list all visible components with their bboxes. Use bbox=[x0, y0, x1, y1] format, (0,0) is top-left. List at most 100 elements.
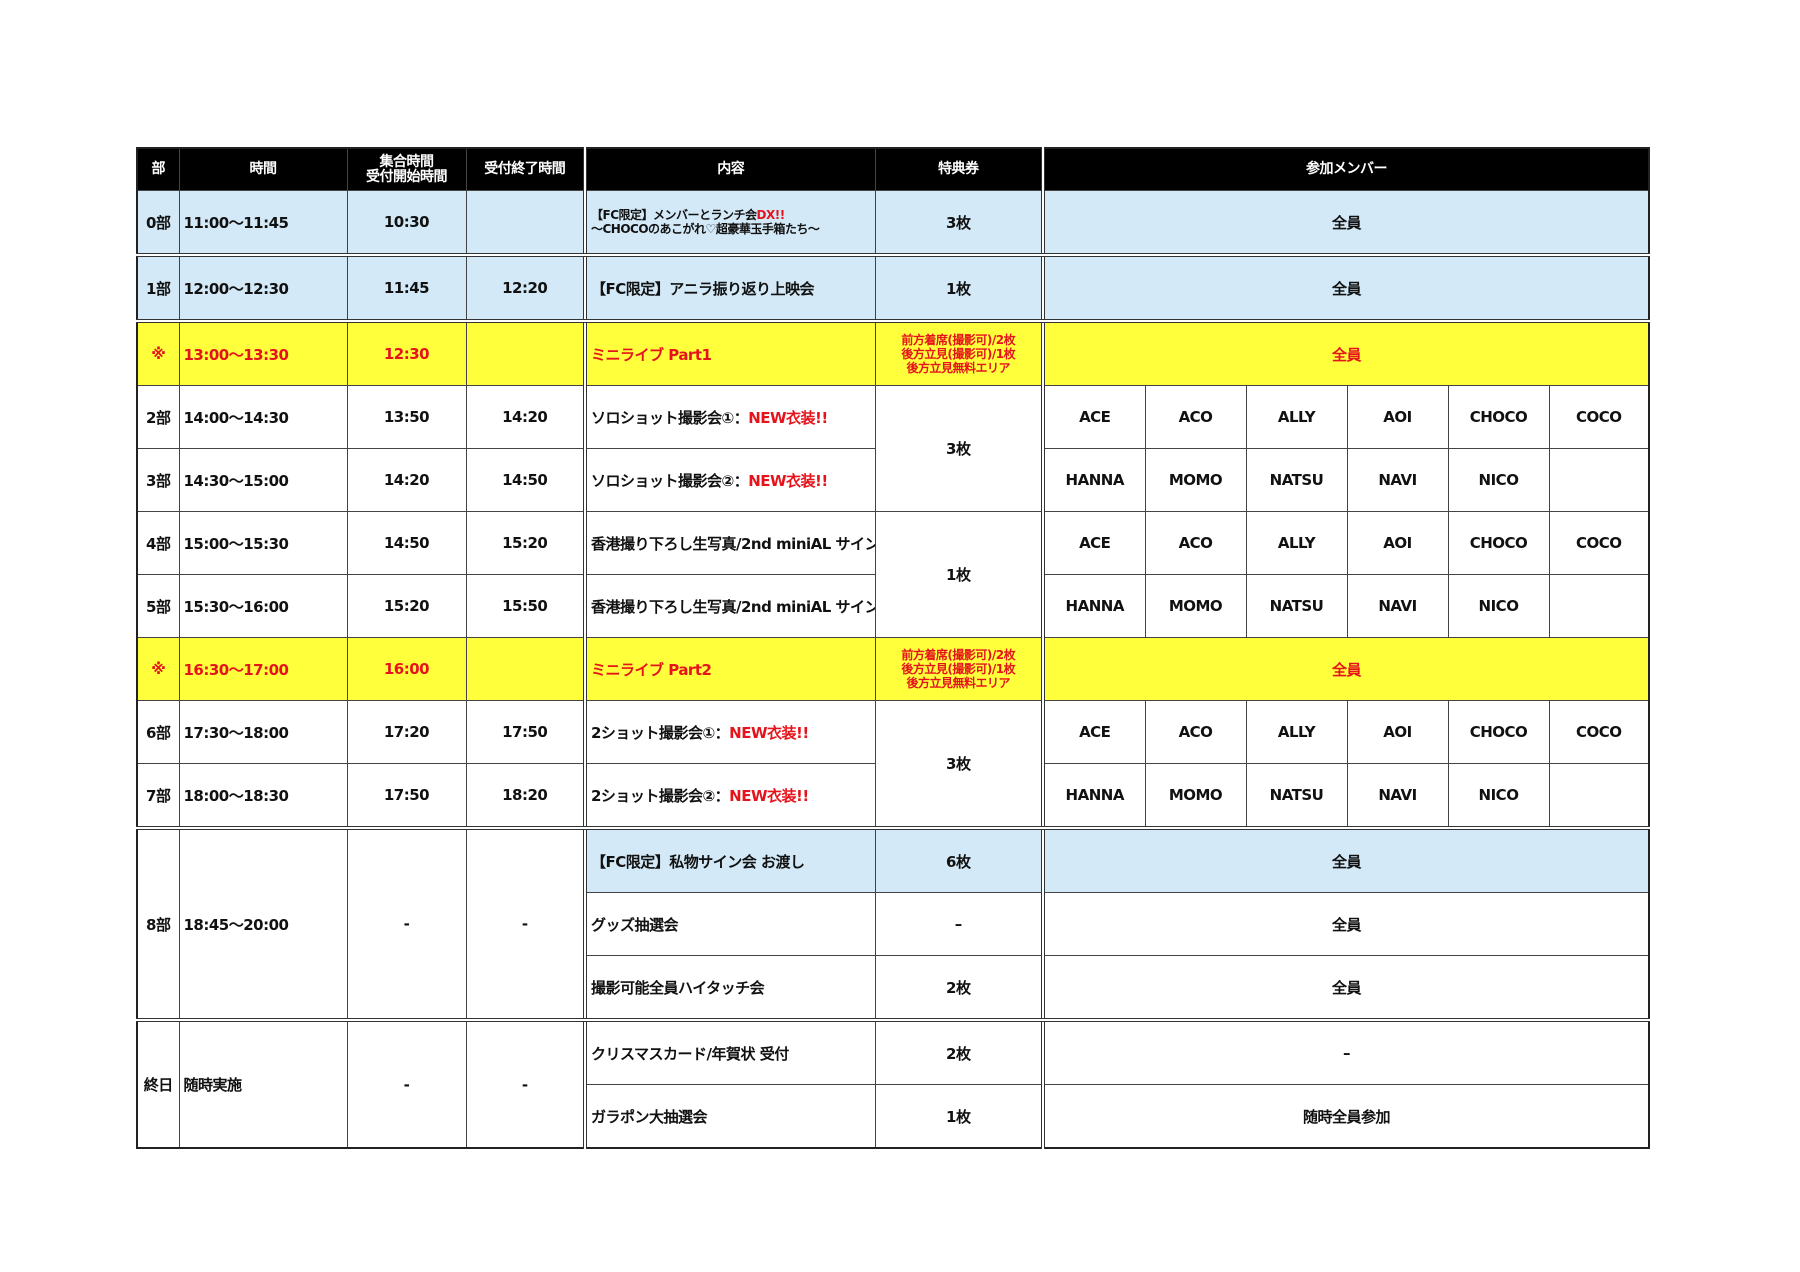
ticket: 1枚 bbox=[874, 511, 1044, 638]
member: CHOCO bbox=[1447, 511, 1550, 575]
member: NAVI bbox=[1346, 448, 1449, 512]
member: NICO bbox=[1447, 763, 1550, 830]
gather: - bbox=[346, 1019, 467, 1149]
member: HANNA bbox=[1041, 448, 1146, 512]
time: 16:30～17:00 bbox=[178, 637, 348, 701]
member: AOI bbox=[1346, 700, 1449, 764]
content: 【FC限定】私物サイン会 お渡し bbox=[583, 827, 876, 893]
table-row: 撮影可能全員ハイタッチ会 2枚 全員 bbox=[137, 955, 1650, 1022]
content-subtitle: ～CHOCOのあこがれ♡超豪華玉手箱たち～ bbox=[591, 222, 820, 236]
bu: 5部 bbox=[136, 574, 180, 638]
table-row: ガラポン大抽選会 1枚 随時全員参加 bbox=[137, 1084, 1650, 1149]
bu: ※ bbox=[136, 637, 180, 701]
ticket-line: 前方着席(撮影可)/2枚 bbox=[901, 333, 1016, 347]
content: 2ショット撮影会②：NEW衣装!! bbox=[583, 763, 876, 830]
member: ALLY bbox=[1245, 511, 1348, 575]
member: COCO bbox=[1548, 385, 1650, 449]
member: MOMO bbox=[1144, 763, 1247, 830]
table-row: 5部 15:30～16:00 15:20 15:50 香港撮り下ろし生写真/2n… bbox=[136, 574, 1650, 638]
header-gather: 集合時間 受付開始時間 bbox=[346, 147, 467, 191]
member: COCO bbox=[1548, 700, 1650, 764]
time: 17:30～18:00 bbox=[178, 700, 348, 764]
content-text: 2ショット撮影会①： bbox=[591, 723, 730, 742]
member: ACE bbox=[1041, 385, 1146, 449]
ticket: – bbox=[874, 892, 1044, 956]
content: クリスマスカード/年賀状 受付 bbox=[583, 1019, 876, 1085]
time: 15:00～15:30 bbox=[178, 511, 348, 575]
member: ACO bbox=[1144, 385, 1247, 449]
member: AOI bbox=[1346, 511, 1449, 575]
bu: 6部 bbox=[136, 700, 180, 764]
content: グッズ抽選会 bbox=[583, 892, 876, 956]
gather: 17:20 bbox=[346, 700, 467, 764]
member-empty bbox=[1548, 574, 1650, 638]
content: 撮影可能全員ハイタッチ会 bbox=[583, 955, 876, 1022]
content-highlight: NEW衣装!! bbox=[748, 408, 828, 427]
content: ソロショット撮影会①：NEW衣装!! bbox=[583, 385, 876, 449]
member: AOI bbox=[1346, 385, 1449, 449]
ticket: 2枚 bbox=[874, 1019, 1044, 1085]
member: HANNA bbox=[1041, 574, 1146, 638]
member: NAVI bbox=[1346, 763, 1449, 830]
close: - bbox=[465, 1019, 586, 1149]
members: 全員 bbox=[1041, 892, 1650, 956]
member: MOMO bbox=[1144, 448, 1247, 512]
gather: 11:45 bbox=[346, 254, 467, 323]
gather: 12:30 bbox=[346, 320, 467, 386]
ticket: 2枚 bbox=[874, 955, 1044, 1022]
ticket-line: 後方立見無料エリア bbox=[906, 361, 1010, 375]
member: ACO bbox=[1144, 700, 1247, 764]
gather: 13:50 bbox=[346, 385, 467, 449]
ticket: 6枚 bbox=[874, 827, 1044, 893]
time: 14:30～15:00 bbox=[178, 448, 348, 512]
content-text: ソロショット撮影会①： bbox=[591, 408, 749, 427]
member: ACE bbox=[1041, 511, 1146, 575]
member: NATSU bbox=[1245, 574, 1348, 638]
bu: 3部 bbox=[136, 448, 180, 512]
content-highlight: NEW衣装!! bbox=[748, 471, 828, 490]
table-row: 0部 11:00～11:45 10:30 【FC限定】メンバーとランチ会DX!!… bbox=[136, 190, 1650, 257]
header-close: 受付終了時間 bbox=[465, 147, 586, 191]
content-highlight: NEW衣装!! bbox=[729, 723, 809, 742]
ticket-line: 後方立見(撮影可)/1枚 bbox=[901, 662, 1016, 676]
members: 全員 bbox=[1041, 637, 1650, 701]
table-row: 2部 14:00～14:30 13:50 14:20 ソロショット撮影会①：NE… bbox=[136, 385, 1650, 512]
bu: 7部 bbox=[136, 763, 180, 830]
header-ticket: 特典券 bbox=[874, 147, 1044, 191]
member-empty bbox=[1548, 448, 1650, 512]
ticket: 1枚 bbox=[874, 254, 1044, 323]
gather: 15:20 bbox=[346, 574, 467, 638]
header-content: 内容 bbox=[583, 147, 876, 191]
member: NAVI bbox=[1346, 574, 1449, 638]
gather: 14:50 bbox=[346, 511, 467, 575]
content: 2ショット撮影会①：NEW衣装!! bbox=[583, 700, 876, 764]
member: ALLY bbox=[1245, 700, 1348, 764]
members: 全員 bbox=[1041, 254, 1650, 323]
header-row: 部 時間 集合時間 受付開始時間 受付終了時間 内容 特典券 参加メンバー bbox=[136, 147, 1650, 191]
member: MOMO bbox=[1144, 574, 1247, 638]
member: ACE bbox=[1041, 700, 1146, 764]
member: COCO bbox=[1548, 511, 1650, 575]
bu: 4部 bbox=[136, 511, 180, 575]
content-highlight: NEW衣装!! bbox=[729, 786, 809, 805]
table-row: 終日 随時実施 - - クリスマスカード/年賀状 受付 2枚 – bbox=[136, 1019, 1650, 1149]
member: CHOCO bbox=[1447, 385, 1550, 449]
table-row: 1部 12:00～12:30 11:45 12:20 【FC限定】アニラ振り返り… bbox=[136, 254, 1650, 323]
member: NATSU bbox=[1245, 448, 1348, 512]
ticket: 前方着席(撮影可)/2枚 後方立見(撮影可)/1枚 後方立見無料エリア bbox=[874, 320, 1044, 386]
ticket: 前方着席(撮影可)/2枚 後方立見(撮影可)/1枚 後方立見無料エリア bbox=[874, 637, 1044, 701]
table-row: ※ 13:00～13:30 12:30 ミニライブ Part1 前方着席(撮影可… bbox=[136, 320, 1650, 386]
content: 【FC限定】アニラ振り返り上映会 bbox=[583, 254, 876, 323]
bu: 2部 bbox=[136, 385, 180, 449]
content: 香港撮り下ろし生写真/2nd miniAL サイン会 bbox=[583, 574, 876, 638]
table-row: ※ 16:30～17:00 16:00 ミニライブ Part2 前方着席(撮影可… bbox=[136, 637, 1650, 701]
bu: 終日 bbox=[136, 1019, 180, 1149]
content: ミニライブ Part2 bbox=[583, 637, 876, 701]
close: - bbox=[465, 827, 586, 1022]
members: 随時全員参加 bbox=[1041, 1084, 1650, 1149]
gather: 14:20 bbox=[346, 448, 467, 512]
table-row: 6部 17:30～18:00 17:20 17:50 2ショット撮影会①：NEW… bbox=[136, 700, 1650, 830]
member: CHOCO bbox=[1447, 700, 1550, 764]
close: 14:50 bbox=[465, 448, 586, 512]
close-empty bbox=[465, 190, 586, 257]
